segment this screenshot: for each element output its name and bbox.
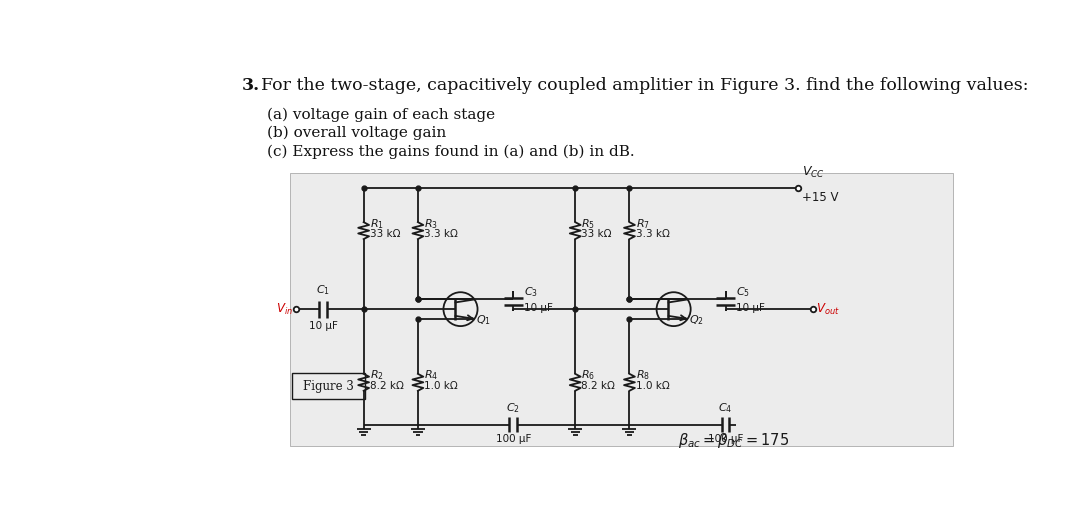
- Text: $C_4$: $C_4$: [718, 401, 732, 415]
- Text: 10 μF: 10 μF: [737, 303, 766, 313]
- Text: $V_{in}$: $V_{in}$: [276, 302, 293, 317]
- Bar: [291, 173, 953, 446]
- Text: 10 μF: 10 μF: [309, 321, 338, 331]
- Text: 100 μF: 100 μF: [496, 434, 531, 444]
- FancyBboxPatch shape: [293, 373, 365, 399]
- Text: $C_3$: $C_3$: [524, 286, 538, 299]
- Text: Figure 3: Figure 3: [303, 380, 354, 393]
- Text: For the two-stage, capacitively coupled amplitier in Figure 3. find the followin: For the two-stage, capacitively coupled …: [260, 77, 1028, 94]
- Text: $R_1$: $R_1$: [369, 217, 383, 231]
- Text: $Q_1$: $Q_1$: [476, 313, 491, 327]
- Text: 8.2 kΩ: 8.2 kΩ: [581, 381, 616, 391]
- Text: 10 μF: 10 μF: [524, 303, 553, 313]
- Text: $R_5$: $R_5$: [581, 217, 595, 231]
- Text: 3.3 kΩ: 3.3 kΩ: [636, 230, 670, 240]
- Text: (a) voltage gain of each stage: (a) voltage gain of each stage: [267, 107, 495, 122]
- Text: $R_3$: $R_3$: [424, 217, 438, 231]
- Text: 33 kΩ: 33 kΩ: [581, 230, 612, 240]
- Text: +15 V: +15 V: [801, 190, 838, 203]
- Text: $Q_2$: $Q_2$: [689, 313, 704, 327]
- Text: 1.0 kΩ: 1.0 kΩ: [424, 381, 458, 391]
- Text: 3.: 3.: [242, 77, 260, 94]
- Text: (c) Express the gains found in (a) and (b) in dB.: (c) Express the gains found in (a) and (…: [267, 144, 634, 159]
- Text: 8.2 kΩ: 8.2 kΩ: [369, 381, 404, 391]
- Text: $R_6$: $R_6$: [581, 369, 595, 382]
- Text: 3.3 kΩ: 3.3 kΩ: [424, 230, 458, 240]
- Text: $R_8$: $R_8$: [636, 369, 650, 382]
- Text: 33 kΩ: 33 kΩ: [369, 230, 401, 240]
- Text: $C_1$: $C_1$: [316, 283, 330, 297]
- Text: 100 μF: 100 μF: [707, 434, 743, 444]
- Text: 1.0 kΩ: 1.0 kΩ: [636, 381, 670, 391]
- Text: (b) overall voltage gain: (b) overall voltage gain: [267, 126, 446, 140]
- Text: $R_4$: $R_4$: [424, 369, 438, 382]
- Text: $C_5$: $C_5$: [737, 286, 751, 299]
- Text: $R_2$: $R_2$: [369, 369, 383, 382]
- Text: $V_{CC}$: $V_{CC}$: [801, 165, 824, 180]
- Text: $C_2$: $C_2$: [507, 401, 521, 415]
- Text: $\beta_{ac} = \beta_{DC} = 175$: $\beta_{ac} = \beta_{DC} = 175$: [677, 430, 788, 450]
- Text: $R_7$: $R_7$: [636, 217, 650, 231]
- Text: $V_{out}$: $V_{out}$: [816, 302, 840, 317]
